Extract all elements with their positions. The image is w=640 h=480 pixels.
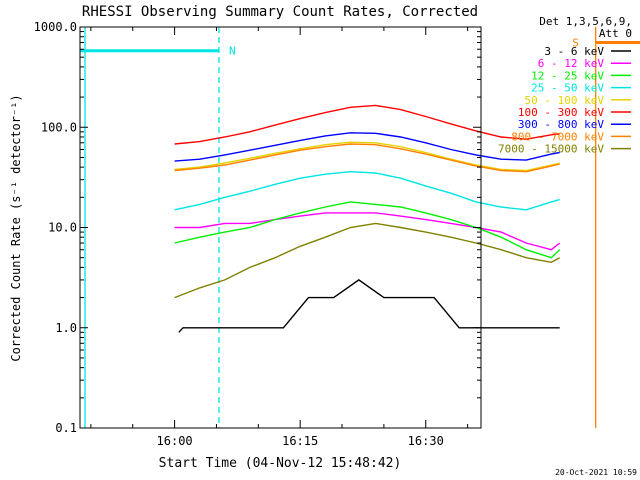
series-line-25-50-kev-1 <box>174 170 560 211</box>
legend-header-line-1: Det 1,3,5,6,9, <box>539 15 632 28</box>
legend-entry-300-800-kev: 300 - 800 keV <box>518 118 631 131</box>
series-line-50-100-kev-1 <box>174 141 560 172</box>
legend-label: 12 - 25 keV <box>531 69 604 82</box>
x-tick-label: 16:00 <box>157 434 193 448</box>
legend-header-line-2: Att 0 <box>599 27 632 40</box>
series-line-7000-15000-kev-1 <box>174 222 561 299</box>
legend-entry-50-100-kev: 50 - 100 keV <box>525 94 631 107</box>
legend-label: 50 - 100 keV <box>525 94 605 107</box>
y-axis-label: Corrected Count Rate (s⁻¹ detector⁻¹) <box>9 94 23 361</box>
series-7000-15000-kev <box>174 222 561 299</box>
legend-label: 7000 - 15000 keV <box>498 143 604 156</box>
series-line-12-25-kev-1 <box>174 201 561 259</box>
legend-entry-6-12-kev: 6 - 12 keV <box>538 57 631 70</box>
legend-label: 25 - 50 keV <box>531 82 604 95</box>
series-25-50-kev <box>174 170 560 211</box>
legend-entry-800-7000-kev: 800 - 7000 keV <box>511 130 631 143</box>
legend-label: 300 - 800 keV <box>518 118 604 131</box>
y-tick-label: 100.0 <box>41 120 77 134</box>
flag-label-s: S <box>572 37 579 50</box>
y-tick-label: 1.0 <box>55 321 77 335</box>
series-800-7000-kev <box>174 143 560 173</box>
series-100-300-kev <box>174 104 560 145</box>
legend-entry-100-300-kev: 100 - 300 keV <box>518 106 631 119</box>
legend-label: 3 - 6 keV <box>544 45 604 58</box>
series-6-12-kev <box>174 212 561 251</box>
series-line-3-6-kev-1 <box>178 279 560 333</box>
x-tick-label: 16:15 <box>282 434 318 448</box>
legend-entry-25-50-kev: 25 - 50 keV <box>531 82 631 95</box>
series-3-6-kev <box>178 279 560 333</box>
chart-title: RHESSI Observing Summary Count Rates, Co… <box>82 4 478 20</box>
legend-entry-7000-15000-kev: 7000 - 15000 keV <box>498 143 631 156</box>
series-300-800-kev <box>174 132 560 162</box>
legend-label: 6 - 12 keV <box>538 57 605 70</box>
legend-label: 100 - 300 keV <box>518 106 604 119</box>
series-line-800-7000-kev-1 <box>174 143 560 173</box>
x-tick-label: 16:30 <box>408 434 444 448</box>
series-line-6-12-kev-1 <box>174 212 561 251</box>
legend-entry-12-25-kev: 12 - 25 keV <box>531 69 631 82</box>
series-50-100-kev <box>174 141 560 172</box>
y-tick-label: 1000.0 <box>34 20 77 34</box>
y-tick-label: 0.1 <box>55 421 77 435</box>
series-12-25-kev <box>174 201 561 259</box>
y-tick-label: 10.0 <box>48 221 77 235</box>
render-timestamp: 20-Oct-2021 10:59 <box>555 468 637 477</box>
x-axis-label: Start Time (04-Nov-12 15:48:42) <box>159 456 402 471</box>
series-line-300-800-kev-1 <box>174 132 560 162</box>
series-line-100-300-kev-1 <box>174 104 560 145</box>
legend-entry-3-6-kev: 3 - 6 keV <box>544 45 631 58</box>
flag-label-n: N <box>229 45 236 58</box>
legend-label: 800 - 7000 keV <box>511 130 604 143</box>
